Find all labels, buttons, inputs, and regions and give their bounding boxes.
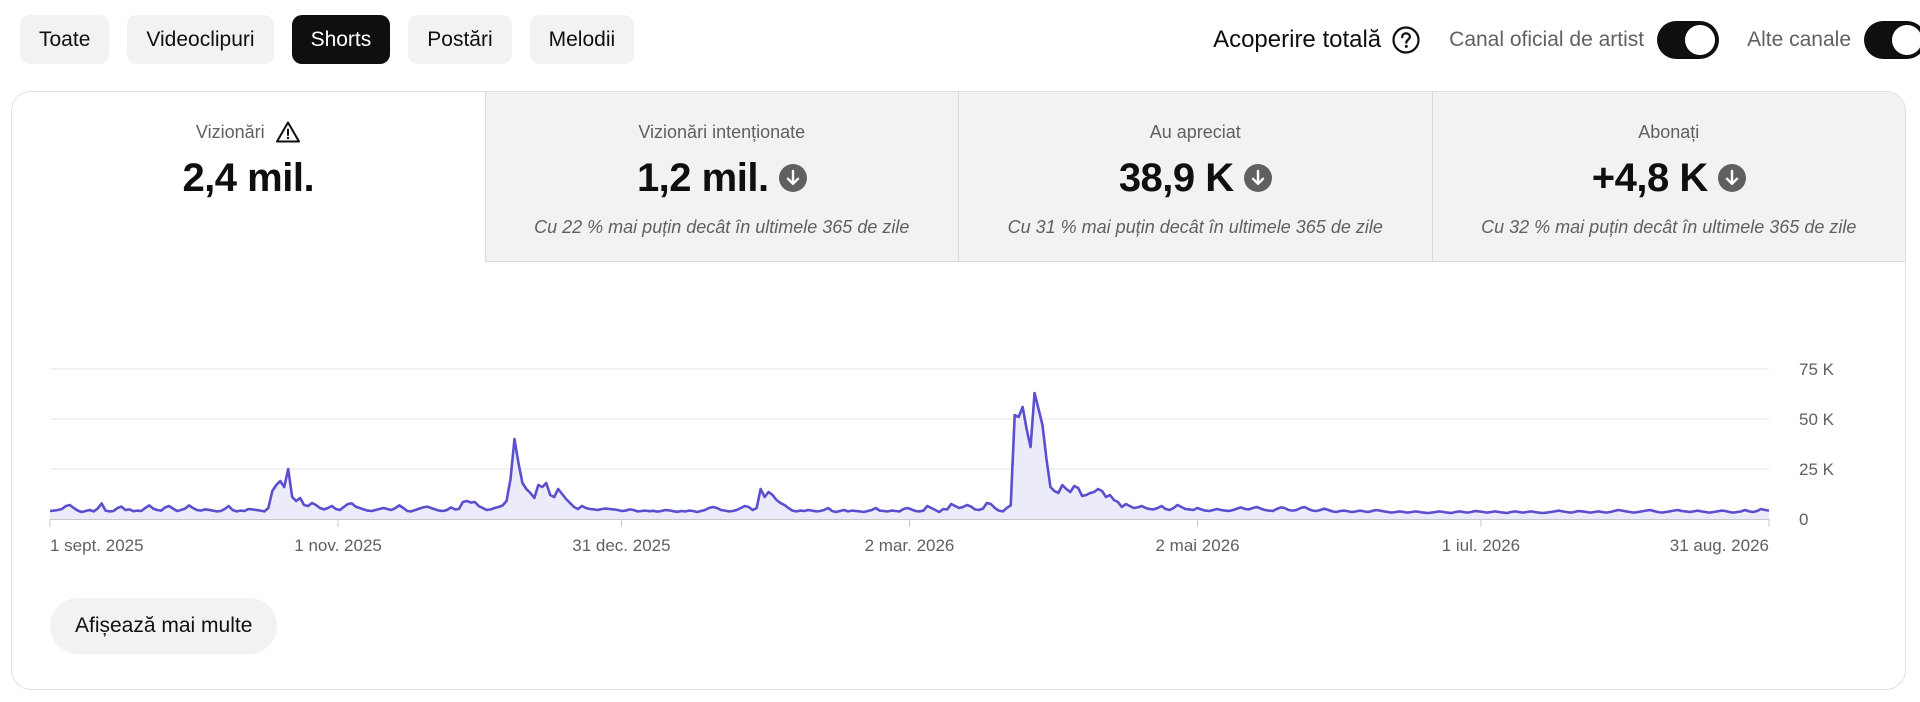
filter-chip-videoclipuri[interactable]: Videoclipuri bbox=[127, 15, 274, 64]
filter-chip-postari[interactable]: Postări bbox=[408, 15, 512, 64]
metric-title-row: Vizionări intenționate bbox=[486, 121, 959, 143]
help-icon[interactable] bbox=[1391, 25, 1421, 55]
arrow-down-icon bbox=[1717, 164, 1746, 192]
filter-chip-toate[interactable]: Toate bbox=[20, 15, 110, 64]
x-tick-label: 1 nov. 2025 bbox=[294, 536, 382, 555]
metric-value-row: +4,8 K bbox=[1433, 155, 1906, 201]
metric-tab-views[interactable]: Vizionări 2,4 mil. bbox=[12, 92, 485, 262]
metric-value: 38,9 K bbox=[1118, 155, 1234, 200]
metric-value: 2,4 mil. bbox=[182, 155, 315, 200]
official-artist-channel-toggle[interactable] bbox=[1657, 20, 1720, 59]
metric-value-row: 2,4 mil. bbox=[12, 155, 485, 201]
metric-value-row: 38,9 K bbox=[959, 155, 1432, 201]
toggle-knob bbox=[1892, 24, 1920, 55]
metric-title: Abonați bbox=[1638, 121, 1700, 142]
y-tick-label: 25 K bbox=[1799, 460, 1835, 479]
arrow-down-icon bbox=[1243, 164, 1272, 192]
metric-tabs: Vizionări 2,4 mil. Vizionări intenționat… bbox=[12, 92, 1905, 262]
x-tick-label: 31 aug. 2026 bbox=[1670, 536, 1769, 555]
views-area-fill bbox=[50, 393, 1769, 519]
filter-chip-melodii[interactable]: Melodii bbox=[529, 15, 635, 64]
filter-chip-shorts[interactable]: Shorts bbox=[291, 15, 391, 64]
views-series-line bbox=[49, 391, 1770, 515]
metric-tab-engaged-views[interactable]: Vizionări intenționate 1,2 mil. Cu 22 % … bbox=[484, 92, 959, 262]
metric-title-row: Vizionări bbox=[12, 121, 485, 143]
y-tick-label: 75 K bbox=[1799, 360, 1835, 379]
analytics-card: Vizionări 2,4 mil. Vizionări intenționat… bbox=[11, 91, 1906, 690]
show-more-button[interactable]: Afișează mai multe bbox=[50, 598, 278, 654]
metric-comparison-note: Cu 22 % mai puțin decât în ultimele 365 … bbox=[534, 217, 910, 237]
x-tick-label: 1 iul. 2026 bbox=[1442, 536, 1520, 555]
metric-title: Au apreciat bbox=[1149, 121, 1241, 142]
metric-title-row: Abonați bbox=[1433, 121, 1906, 143]
other-channels-label: Alte canale bbox=[1747, 27, 1851, 51]
y-tick-label: 0 bbox=[1799, 510, 1808, 529]
metric-value-row: 1,2 mil. bbox=[486, 155, 959, 201]
x-tick-label: 31 dec. 2025 bbox=[572, 536, 670, 555]
arrow-down-icon bbox=[778, 164, 807, 192]
metric-comparison-note: Cu 31 % mai puțin decât în ultimele 365 … bbox=[1007, 217, 1383, 237]
content-type-filters: Toate Videoclipuri Shorts Postări Melodi… bbox=[20, 15, 635, 64]
official-artist-channel-label: Canal oficial de artist bbox=[1449, 27, 1645, 51]
metric-tab-likes[interactable]: Au apreciat 38,9 K Cu 31 % mai puțin dec… bbox=[958, 92, 1432, 262]
y-tick-label: 50 K bbox=[1799, 410, 1835, 429]
toggle-knob bbox=[1685, 24, 1716, 55]
metric-title: Vizionări bbox=[195, 121, 265, 142]
reach-toggles: Acoperire totală Canal oficial de artist… bbox=[1213, 15, 1920, 64]
views-chart: 0 25 K 50 K 75 K 1 sept. 2025 1 nov. 2025 31 d… bbox=[49, 360, 1835, 555]
metric-title-row: Au apreciat bbox=[959, 121, 1432, 143]
x-tick-label: 1 sept. 2025 bbox=[50, 536, 144, 555]
metric-tab-subscribers[interactable]: Abonați +4,8 K Cu 32 % mai puțin decât î… bbox=[1431, 92, 1906, 262]
x-tick-label: 2 mai 2026 bbox=[1156, 536, 1240, 555]
metric-value: 1,2 mil. bbox=[636, 155, 769, 200]
metric-comparison-note: Cu 32 % mai puțin decât în ultimele 365 … bbox=[1481, 217, 1857, 237]
metric-value: +4,8 K bbox=[1591, 155, 1708, 200]
warning-icon bbox=[275, 121, 300, 143]
total-reach-label: Acoperire totală bbox=[1213, 25, 1382, 53]
metric-title: Vizionări intenționate bbox=[638, 121, 806, 142]
x-tick-label: 2 mar. 2026 bbox=[865, 536, 955, 555]
other-channels-toggle[interactable] bbox=[1864, 20, 1920, 59]
